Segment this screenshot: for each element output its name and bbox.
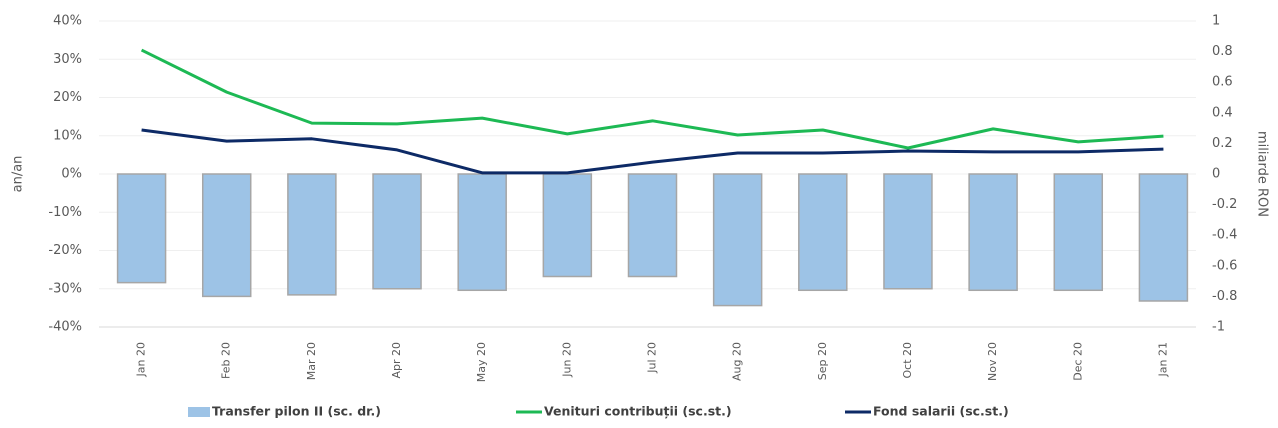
x-tick-label: Aug 20	[731, 342, 744, 381]
y2-tick-label: 0.8	[1212, 44, 1233, 59]
legend-label: Fond salarii (sc.st.)	[873, 404, 1009, 419]
y-tick-label: 30%	[53, 52, 82, 67]
x-tick-label: Mar 20	[305, 342, 318, 380]
bar	[1138, 173, 1189, 302]
bar	[372, 173, 422, 290]
bar	[968, 173, 1018, 292]
x-tick-label: Sep 20	[816, 342, 829, 380]
y-tick-label: -40%	[48, 320, 82, 335]
bar	[1053, 173, 1104, 292]
legend-label: Transfer pilon II (sc. dr.)	[212, 404, 381, 419]
y-tick-label: 20%	[53, 90, 82, 105]
bar	[883, 173, 933, 290]
line	[140, 48, 1164, 150]
x-tick-label: Jul 20	[646, 342, 659, 374]
y-tick-label: -20%	[48, 243, 82, 258]
x-tick-label: Jan 21	[1156, 342, 1169, 377]
y2-tick-label: -0.2	[1212, 197, 1237, 212]
y-tick-label: -30%	[48, 281, 82, 296]
x-tick-label: Nov 20	[986, 342, 999, 381]
y-tick-label: 10%	[53, 128, 82, 143]
y2-tick-label: -0.6	[1212, 258, 1237, 273]
x-tick-label: May 20	[475, 342, 488, 382]
y2-tick-label: 0.6	[1212, 75, 1233, 90]
bar	[798, 173, 848, 292]
bar	[627, 173, 678, 278]
y2-tick-label: 0	[1212, 167, 1220, 182]
y2-tick-label: 1	[1212, 14, 1220, 29]
x-tick-label: Jun 20	[560, 342, 573, 378]
y2-tick-label: -0.4	[1212, 228, 1237, 243]
y-tick-label: 0%	[61, 167, 82, 182]
legend-label: Venituri contribuții (sc.st.)	[544, 404, 732, 419]
legend-swatch	[188, 407, 210, 417]
x-tick-label: Oct 20	[901, 342, 914, 379]
x-tick-label: Apr 20	[390, 342, 403, 379]
bar	[201, 173, 252, 298]
y2-tick-label: -0.8	[1212, 289, 1237, 304]
y2-axis-label: miliarde RON	[1255, 131, 1270, 217]
y2-tick-label: -1	[1212, 320, 1225, 335]
bar	[457, 173, 507, 292]
bar	[712, 173, 763, 307]
y-axis-label: an/an	[11, 156, 26, 193]
x-tick-label: Dec 20	[1071, 342, 1084, 381]
bar	[287, 173, 337, 296]
x-tick-label: Feb 20	[220, 342, 233, 379]
bar	[116, 173, 167, 284]
y-tick-label: -10%	[48, 205, 82, 220]
y2-tick-label: 0.4	[1212, 105, 1233, 120]
y-tick-label: 40%	[53, 14, 82, 29]
x-tick-label: Jan 20	[135, 342, 148, 377]
line	[141, 128, 1164, 175]
legend: Transfer pilon II (sc. dr.) Venituri cont…	[188, 404, 1009, 419]
y2-tick-label: 0.2	[1212, 136, 1233, 151]
bar	[542, 173, 593, 278]
